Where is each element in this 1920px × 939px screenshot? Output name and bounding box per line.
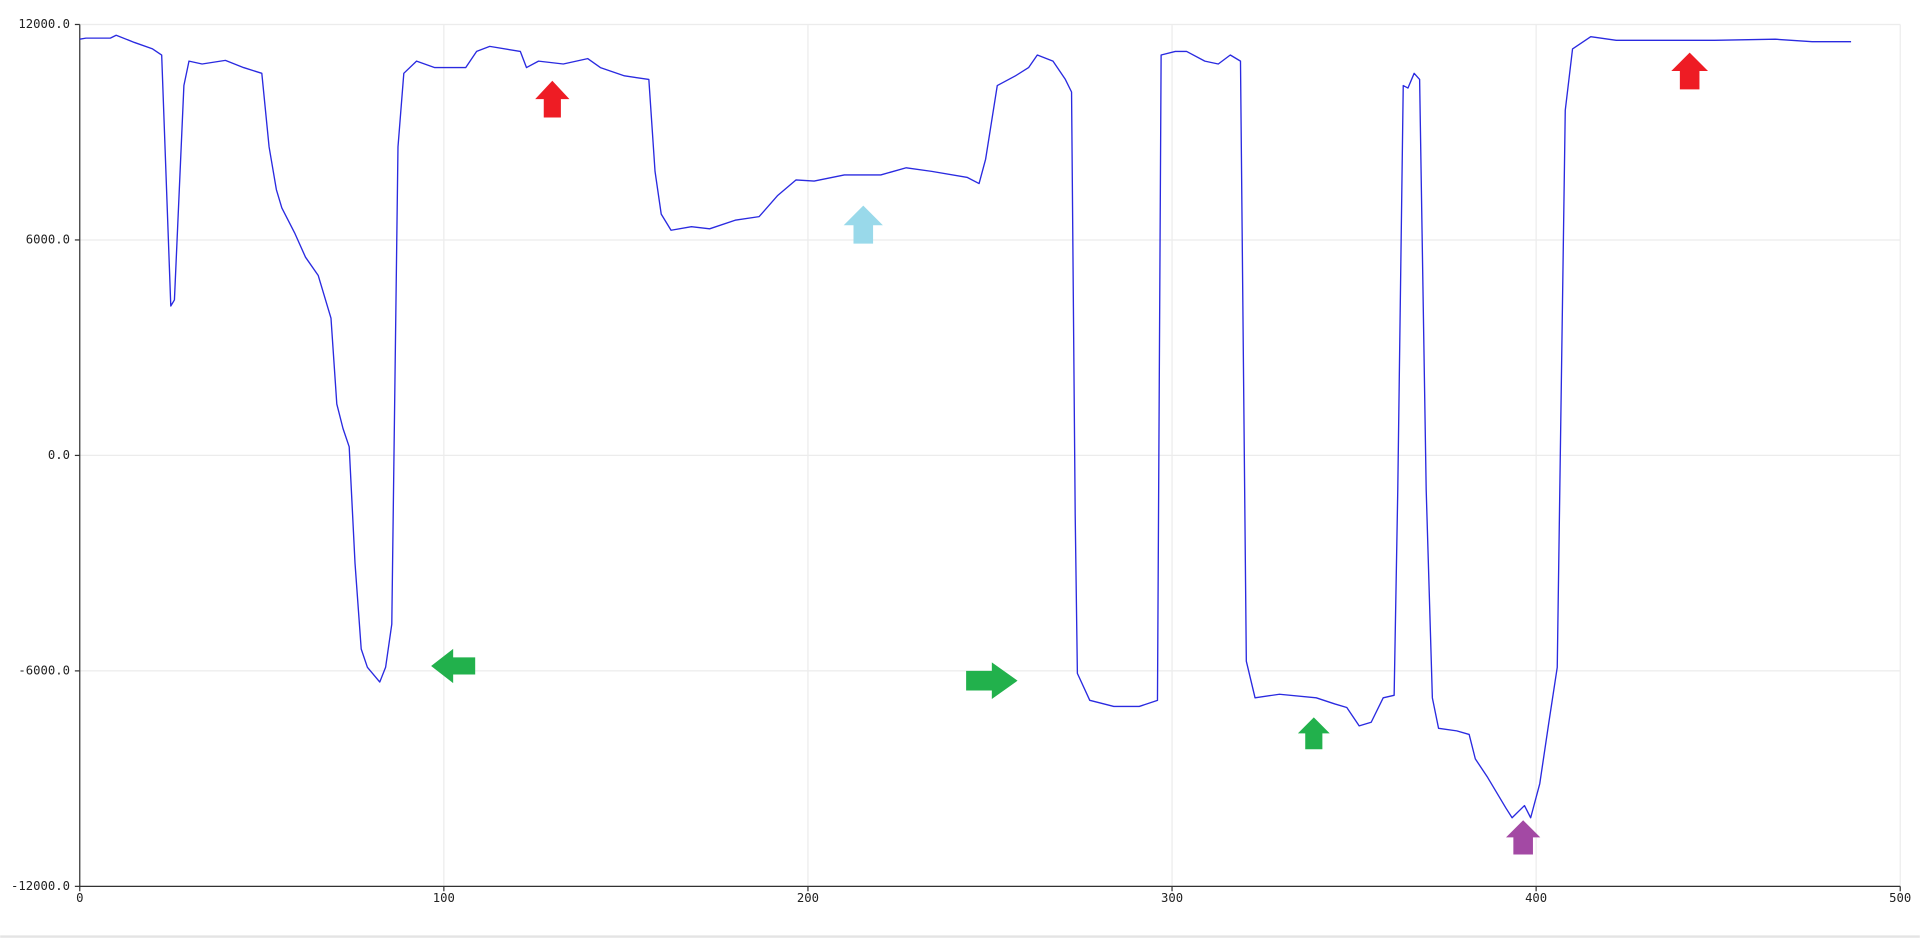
x-tick-label: 400 — [1525, 891, 1547, 905]
arrow-right-green — [966, 662, 1018, 700]
x-tick-label: 500 — [1889, 891, 1911, 905]
x-tick-label: 200 — [797, 891, 819, 905]
arrow-up-green — [1297, 717, 1330, 750]
arrow-up-purple — [1506, 820, 1541, 855]
arrow-up-red — [1671, 52, 1709, 90]
x-tick-label: 0 — [76, 891, 83, 905]
y-tick-label: 6000.0 — [26, 232, 70, 246]
annotations — [431, 52, 1709, 855]
y-tick-label: -6000.0 — [18, 663, 70, 677]
x-tick-label: 300 — [1161, 891, 1183, 905]
arrow-up-light-blue — [843, 205, 883, 244]
y-tick-label: 0.0 — [48, 448, 70, 462]
y-tick-label: -12000.0 — [11, 879, 70, 893]
data-line — [79, 34, 1852, 819]
arrow-left-green — [431, 648, 476, 684]
grid — [79, 23, 1901, 887]
x-tick-label: 100 — [433, 891, 455, 905]
arrow-up-red — [535, 80, 570, 118]
y-tick-label: 12000.0 — [18, 17, 70, 31]
